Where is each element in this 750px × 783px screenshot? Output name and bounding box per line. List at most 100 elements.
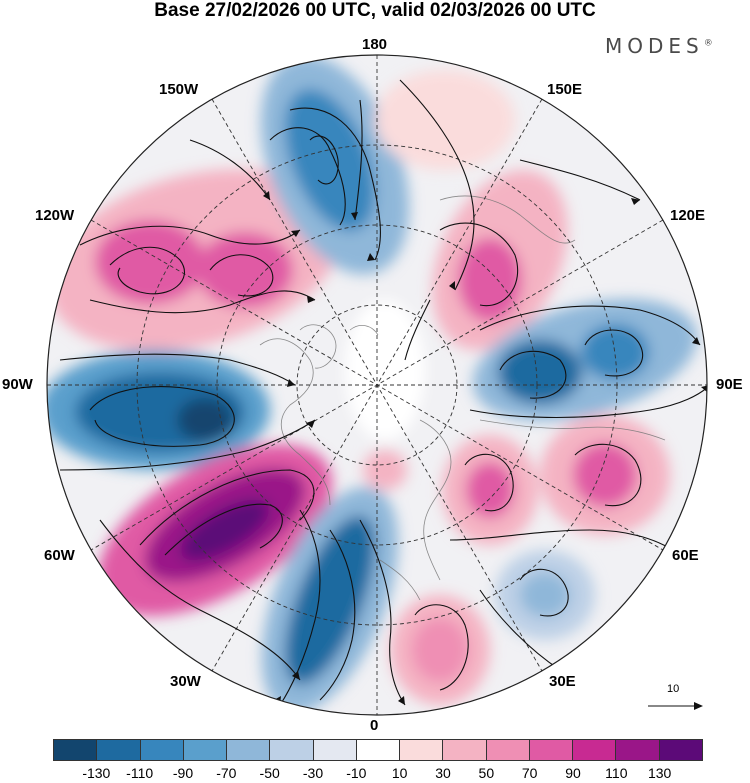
arrowhead — [263, 191, 270, 200]
anomaly-neg-e-core2 — [581, 324, 649, 380]
colorbar-swatch — [313, 740, 357, 760]
lon-label-180: 180 — [362, 36, 388, 53]
colorbar-tick-label: 70 — [521, 765, 538, 781]
arrowhead — [306, 420, 315, 428]
streamline — [404, 299, 431, 361]
colorbar-swatch — [183, 740, 228, 760]
colorbar-tick-label: -130 — [82, 765, 111, 781]
latitude-60n — [136, 144, 618, 626]
streamline — [139, 469, 315, 546]
streamline — [164, 503, 283, 556]
streamline — [89, 290, 316, 314]
streamlines — [59, 79, 707, 706]
streamline — [279, 509, 321, 706]
colorbar-tick-label: 50 — [478, 765, 495, 781]
streamline — [469, 384, 707, 419]
streamline — [464, 453, 514, 512]
streamline — [289, 107, 381, 261]
map-border — [46, 54, 708, 716]
colorbar-ticks: -130 -110 -90 -70 -50 -30 -10 10 30 50 70 90 110 130 — [53, 765, 703, 783]
colorbar-swatch — [573, 740, 617, 760]
lon-label-120w: 120W — [35, 207, 75, 224]
streamline — [269, 127, 346, 226]
streamline — [449, 529, 681, 556]
colorbar — [53, 739, 703, 761]
streamline — [399, 79, 475, 291]
arrowhead — [398, 696, 405, 705]
colorbar-tick-label: 110 — [605, 765, 628, 781]
streamline — [354, 99, 363, 221]
streamline — [519, 159, 641, 201]
lon-label-0: 0 — [370, 717, 379, 734]
streamline — [209, 254, 274, 297]
colorbar-swatch — [400, 740, 444, 760]
coastline-asia — [479, 419, 666, 441]
colorbar-tick-label: -90 — [172, 765, 194, 781]
coastline-atlantic — [379, 559, 421, 601]
colorbar-swatch — [659, 740, 702, 760]
arrowhead — [449, 281, 455, 290]
streamline — [499, 350, 567, 399]
anomaly-pos-se2-core — [573, 443, 637, 507]
streamline — [439, 222, 519, 307]
lon-label-30e: 30E — [549, 673, 576, 690]
arrowhead — [287, 379, 295, 387]
streamline — [59, 419, 316, 471]
coastline-arctic-islands — [299, 324, 337, 369]
lon-label-150w: 150W — [159, 81, 199, 98]
coastline-pole-islands — [349, 325, 379, 336]
arrowhead — [307, 296, 315, 303]
arrowhead — [292, 671, 300, 680]
colorbar-tick-label: -30 — [302, 765, 324, 781]
lon-label-60w: 60W — [44, 547, 75, 564]
streamline — [109, 246, 186, 295]
streamline — [414, 604, 469, 691]
anomaly-pos-s-core — [412, 618, 468, 682]
latitude-70n — [216, 224, 538, 546]
streamline — [319, 529, 356, 701]
colorbar-tick-label: -10 — [346, 765, 367, 781]
colorbar-swatch — [616, 740, 660, 760]
colorbar-swatch — [443, 740, 487, 760]
arrowhead — [701, 385, 707, 392]
anomaly-pos-se1-core — [466, 462, 514, 518]
streamline — [479, 305, 701, 346]
latitude-80n — [296, 304, 458, 466]
streamline — [79, 225, 301, 246]
anomaly-neg-se-core — [520, 573, 570, 617]
brand-name: MODES — [605, 34, 704, 58]
colorbar-swatch — [356, 740, 401, 760]
anomaly-pos-center — [363, 450, 407, 490]
coastlines — [259, 195, 666, 601]
lon-label-90w: 90W — [2, 376, 33, 393]
registered-mark: ® — [703, 38, 713, 49]
reference-vector-arrowhead — [694, 702, 703, 710]
colorbar-swatch — [97, 740, 141, 760]
map-title: Base 27/02/2026 00 UTC, valid 02/03/2026… — [154, 0, 596, 21]
coastline-siberia-east — [439, 195, 576, 244]
anomaly-pos-ne-top — [375, 70, 515, 170]
colorbar-swatch — [54, 740, 98, 760]
graticule — [47, 55, 707, 715]
arrowhead — [367, 253, 375, 261]
colorbar-swatch — [486, 740, 530, 760]
arrowhead — [351, 212, 358, 220]
colorbar-tick-label: -70 — [216, 765, 237, 781]
vector-scale-label: 10 — [667, 683, 680, 695]
colorbar-tick-label: -50 — [259, 765, 280, 781]
modes-logo: MODES® — [605, 34, 713, 58]
lon-label-60e: 60E — [672, 547, 699, 564]
anomaly-neg-w-min — [177, 398, 233, 442]
colorbar-swatch — [529, 740, 574, 760]
arrowhead — [692, 337, 700, 345]
streamline — [309, 135, 339, 185]
streamline — [519, 568, 569, 617]
anomaly-neg-s-core — [285, 515, 375, 685]
anomaly-pos-sw-max — [180, 499, 270, 561]
streamline — [584, 329, 644, 377]
coastline-europe — [419, 419, 452, 581]
streamline — [99, 519, 301, 681]
anomaly-neg-n-core — [284, 89, 376, 231]
anomaly-field — [47, 55, 697, 714]
